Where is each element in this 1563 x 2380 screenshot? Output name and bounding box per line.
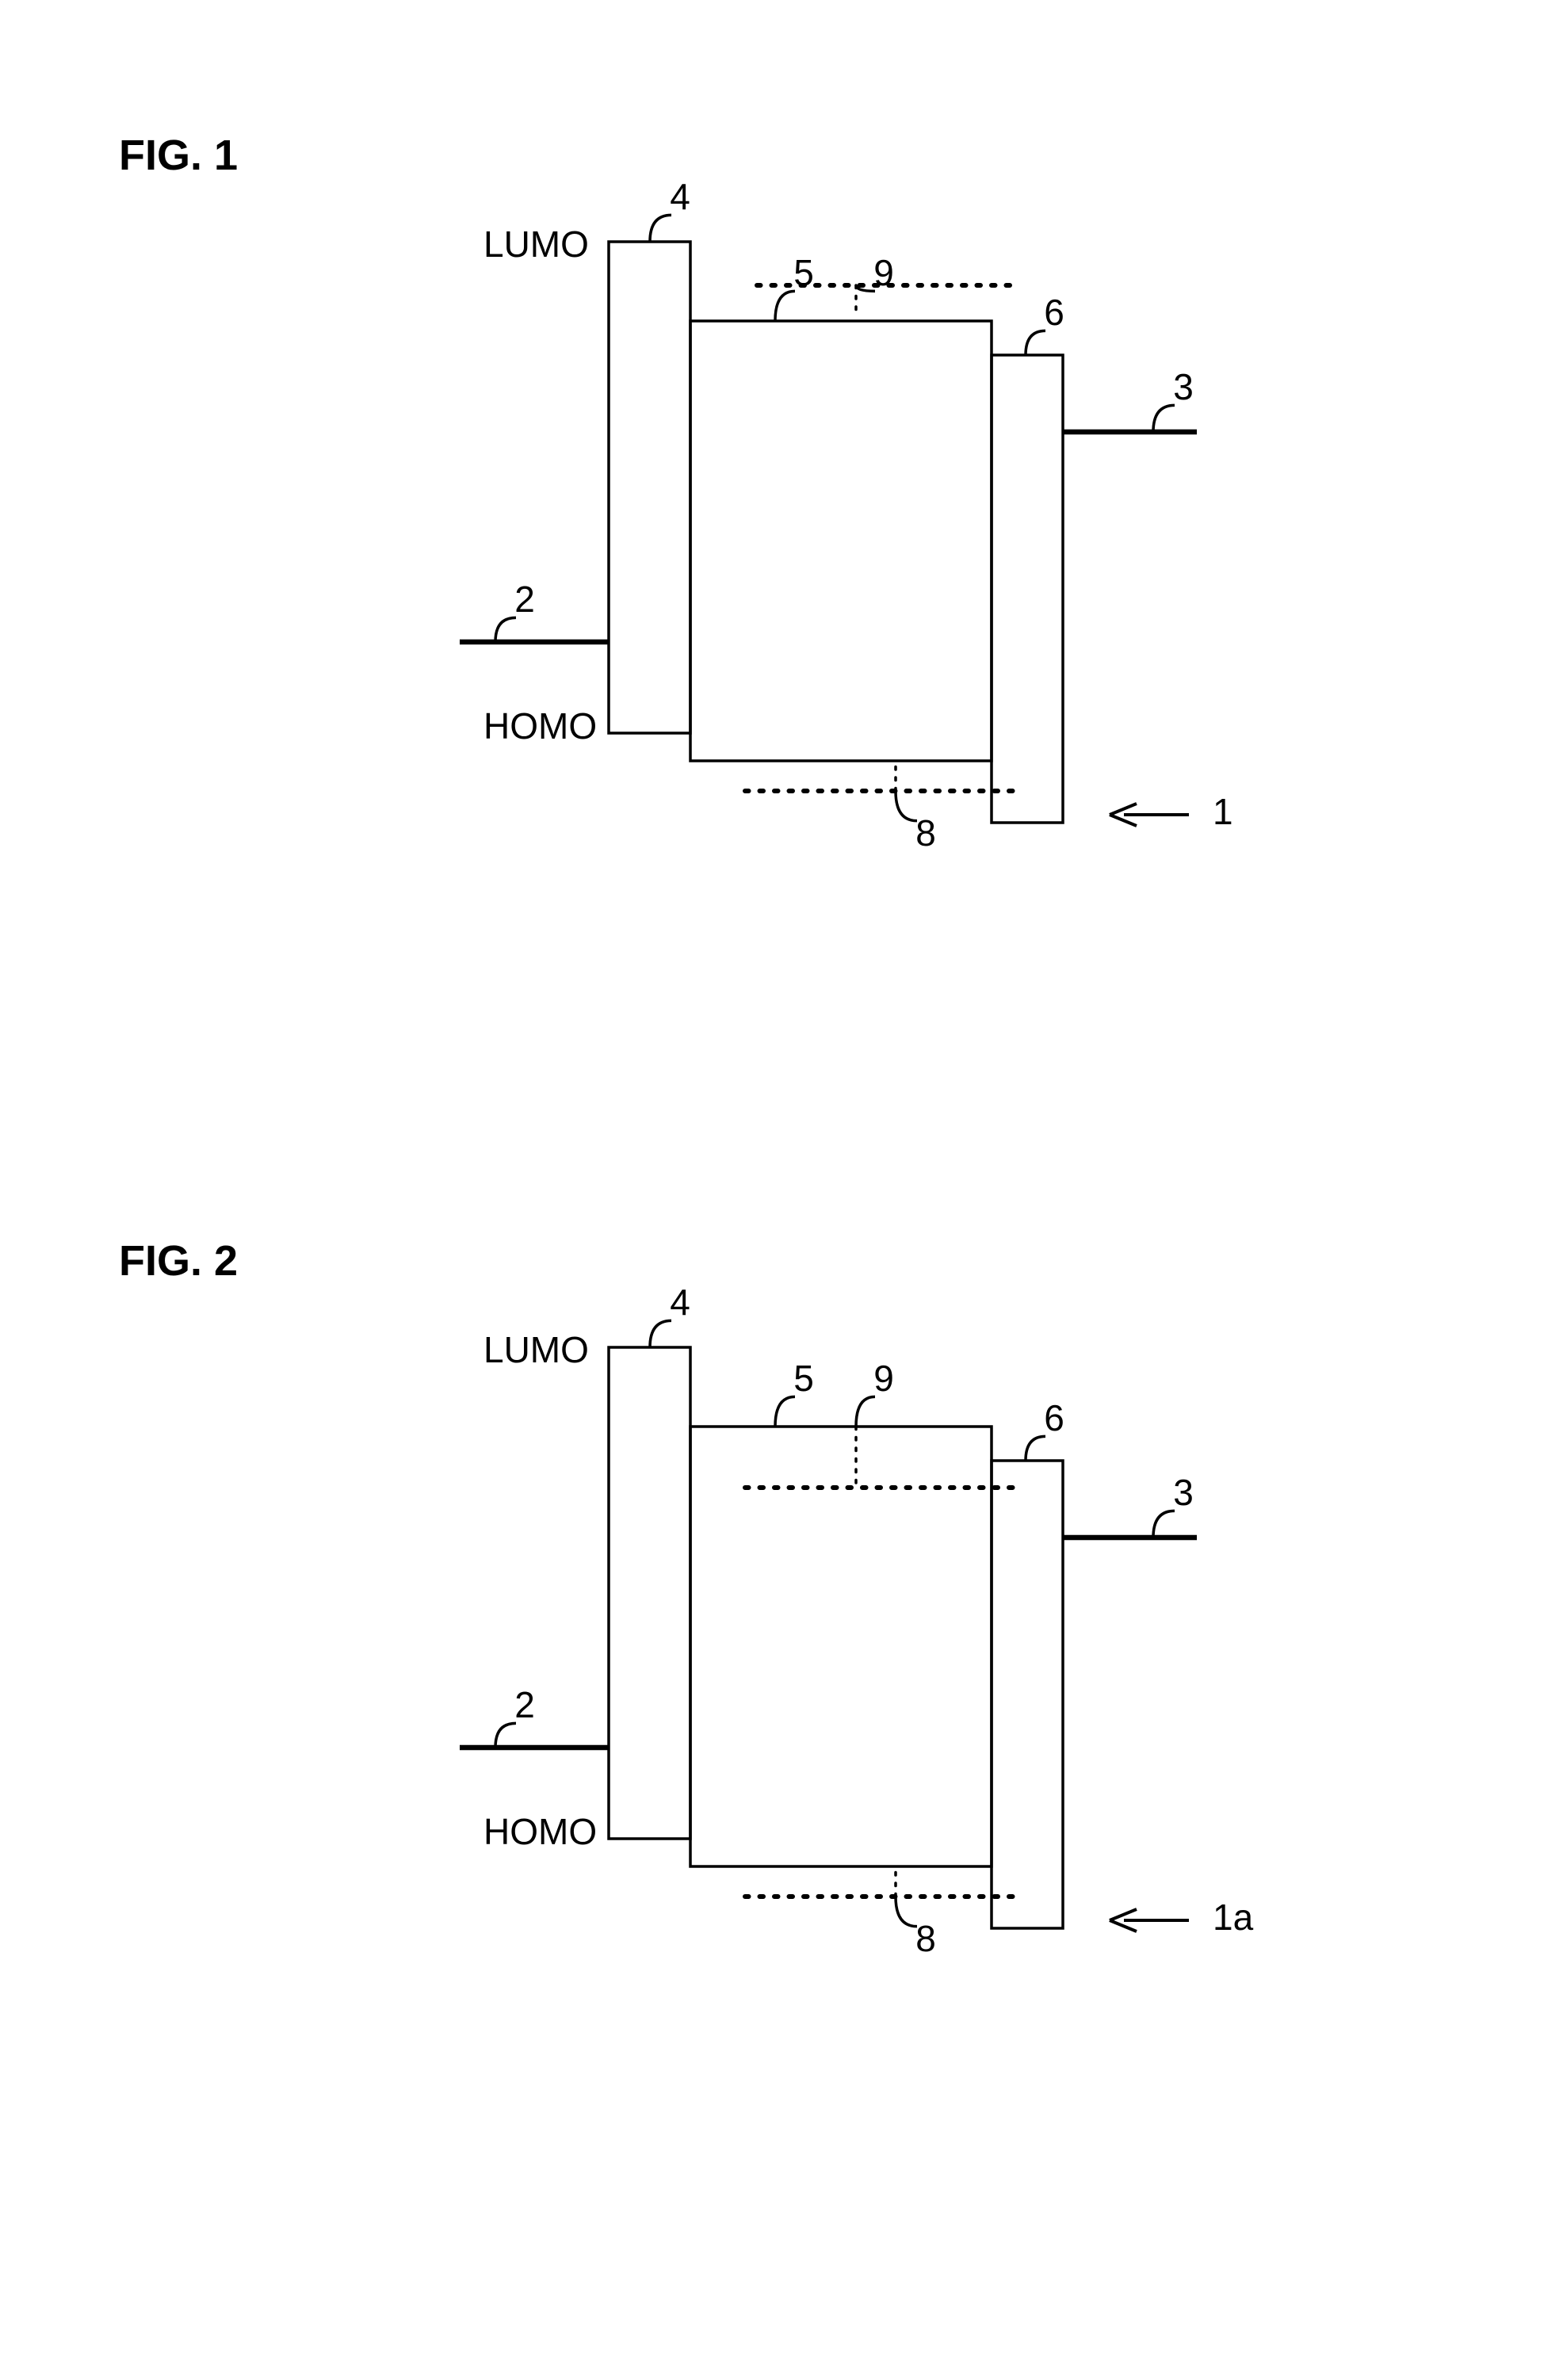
fig2-svg: LUMO HOMO 4 5 9 6 3 2 8 1a: [0, 1106, 1563, 2215]
homo-label: HOMO: [483, 1811, 597, 1852]
figure-ref-arrow-head-b: [1110, 815, 1137, 826]
callout-3: 3: [1173, 1472, 1194, 1513]
callout-3: 3: [1173, 366, 1194, 407]
figure-ref-arrow-head-a: [1110, 804, 1137, 815]
callout-line-2: [495, 1723, 516, 1748]
rect-r6: [992, 355, 1063, 823]
callout-line-9-a: [856, 1396, 875, 1427]
callout-line-5: [775, 1396, 795, 1427]
rect-r4: [609, 1347, 690, 1839]
callout-9: 9: [873, 252, 894, 293]
callout-line-6: [1026, 1436, 1045, 1461]
callout-2: 2: [514, 579, 535, 620]
callout-line-2: [495, 617, 516, 642]
rect-r5: [690, 1427, 992, 1866]
lumo-label: LUMO: [483, 223, 589, 265]
callout-2: 2: [514, 1684, 535, 1725]
callout-5: 5: [793, 252, 814, 293]
callout-6: 6: [1044, 1397, 1064, 1438]
fig1-svg: LUMO HOMO 4 5 9 6 3 2 8 1: [0, 0, 1563, 1110]
rect-r6: [992, 1461, 1063, 1928]
callout-4: 4: [670, 176, 690, 217]
callout-line-6: [1026, 330, 1045, 355]
figure-ref-arrow-head-b: [1110, 1920, 1137, 1931]
callout-line-3: [1153, 1511, 1175, 1538]
callout-5: 5: [793, 1358, 814, 1399]
figure-ref-1: 1: [1213, 791, 1233, 832]
rect-r4: [609, 242, 690, 733]
callout-9: 9: [873, 1358, 894, 1399]
callout-6: 6: [1044, 292, 1064, 333]
callout-line-3: [1153, 405, 1175, 432]
callout-line-8-a: [896, 791, 917, 821]
figure-ref-1a: 1a: [1213, 1897, 1254, 1938]
page: FIG. 1 LUMOHOMO45963281 FIG. 2 LUMOHOMO4…: [0, 0, 1563, 2380]
callout-4: 4: [670, 1282, 690, 1323]
callout-line-5: [775, 291, 795, 321]
callout-8: 8: [915, 1918, 936, 1959]
rect-r5: [690, 321, 992, 761]
callout-line-4: [650, 215, 671, 242]
callout-8: 8: [915, 812, 936, 854]
lumo-label: LUMO: [483, 1329, 589, 1370]
homo-label: HOMO: [483, 705, 597, 747]
figure-ref-arrow-head-a: [1110, 1909, 1137, 1920]
callout-line-4: [650, 1320, 671, 1347]
callout-line-8-a: [896, 1897, 917, 1927]
